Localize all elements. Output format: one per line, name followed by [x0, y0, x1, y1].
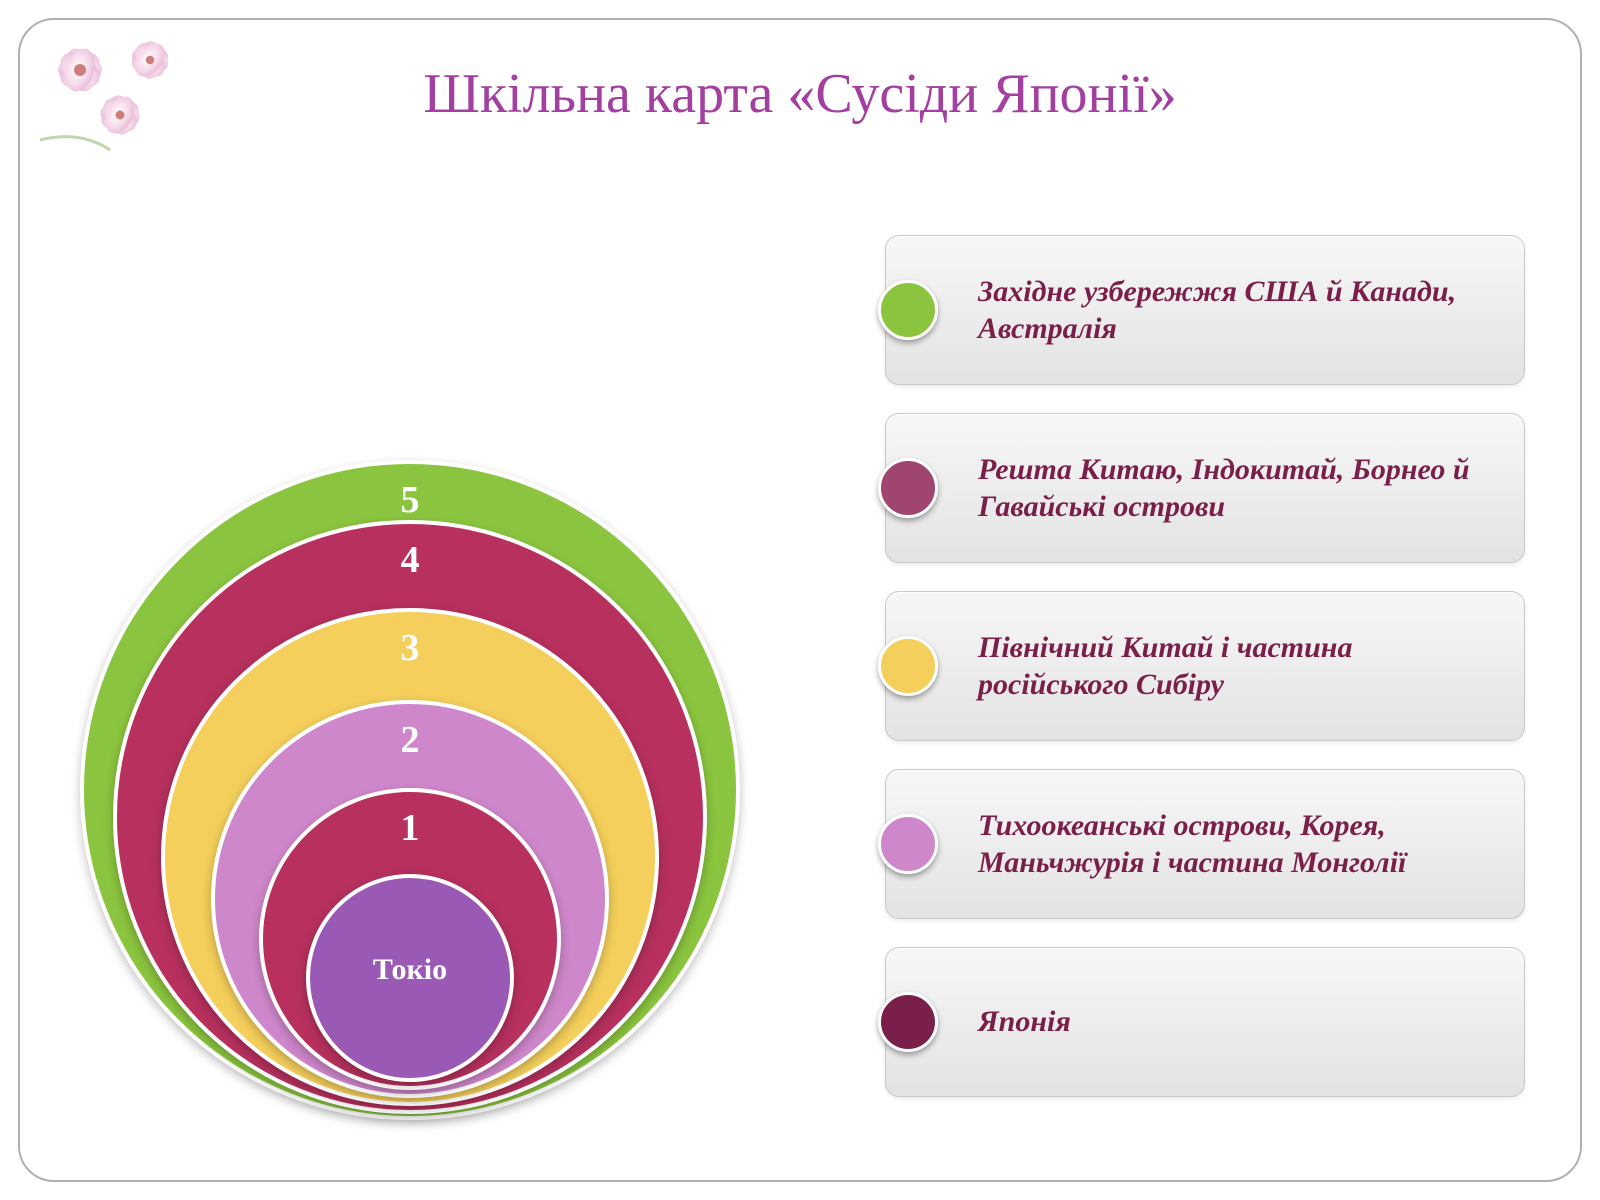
legend-text-1: Західне узбережжя США й Канади, Австралі…	[978, 273, 1498, 348]
legend-item-4: Тихоокеанські острови, Корея, Маньчжурія…	[885, 769, 1525, 919]
ring-label-1: 1	[401, 806, 420, 850]
legend-item-1: Західне узбережжя США й Канади, Австралі…	[885, 235, 1525, 385]
ring-label-5: 5	[401, 478, 420, 522]
legend-text-3: Північний Китай і частина російського Си…	[978, 629, 1498, 704]
ring-label-center: Токіо	[373, 953, 447, 987]
legend-list: Західне узбережжя США й Канади, Австралі…	[885, 235, 1525, 1097]
legend-item-2: Решта Китаю, Індокитай, Борнео й Гавайсь…	[885, 413, 1525, 563]
legend-text-5: Японія	[978, 1003, 1071, 1041]
legend-dot-1	[878, 280, 938, 340]
slide-frame: Шкільна карта «Сусіди Японії» 5 4 3 2 1 Токіо…	[18, 18, 1582, 1182]
stacked-venn-diagram: 5 4 3 2 1 Токіо	[80, 200, 740, 1120]
ring-label-4: 4	[401, 538, 420, 582]
legend-item-5: Японія	[885, 947, 1525, 1097]
legend-dot-2	[878, 458, 938, 518]
ring-label-2: 2	[401, 718, 420, 762]
legend-dot-5	[878, 992, 938, 1052]
slide-title: Шкільна карта «Сусіди Японії»	[20, 62, 1580, 126]
legend-item-3: Північний Китай і частина російського Си…	[885, 591, 1525, 741]
legend-dot-3	[878, 636, 938, 696]
legend-dot-4	[878, 814, 938, 874]
ring-label-3: 3	[401, 626, 420, 670]
legend-text-2: Решта Китаю, Індокитай, Борнео й Гавайсь…	[978, 451, 1498, 526]
legend-text-4: Тихоокеанські острови, Корея, Маньчжурія…	[978, 807, 1498, 882]
